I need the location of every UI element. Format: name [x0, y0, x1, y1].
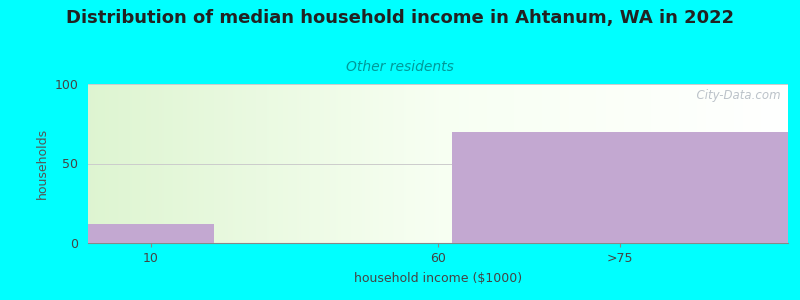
Text: Other residents: Other residents [346, 60, 454, 74]
Y-axis label: households: households [36, 128, 49, 199]
Text: Distribution of median household income in Ahtanum, WA in 2022: Distribution of median household income … [66, 9, 734, 27]
Text: City-Data.com: City-Data.com [690, 89, 781, 102]
X-axis label: household income ($1000): household income ($1000) [354, 272, 522, 285]
